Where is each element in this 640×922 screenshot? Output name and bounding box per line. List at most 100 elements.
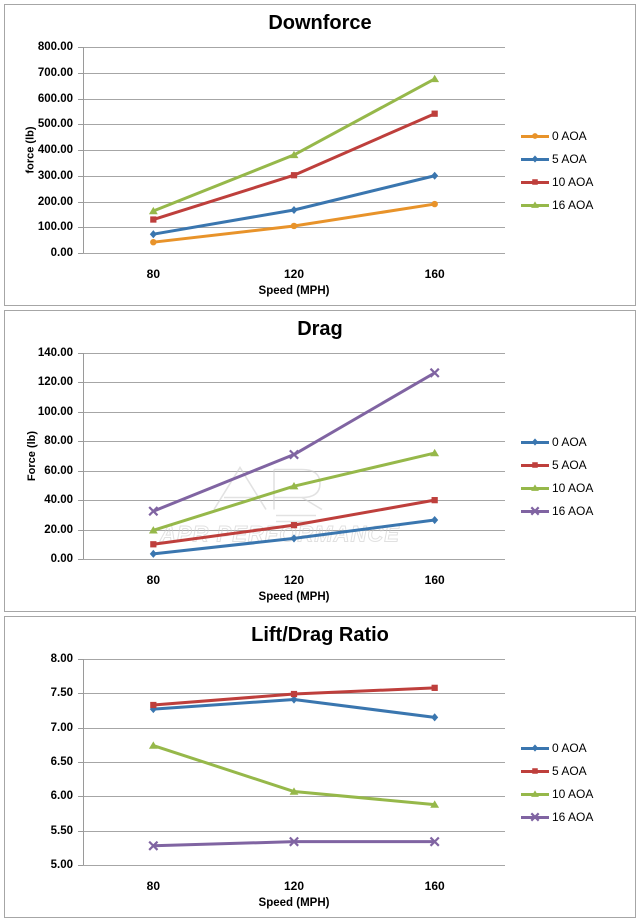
y-tick-mark (78, 201, 83, 203)
y-tick-mark (78, 227, 83, 229)
y-tick-mark (78, 762, 83, 763)
gridline (83, 150, 505, 151)
y-tick-mark (78, 253, 83, 254)
gridline (83, 72, 505, 74)
y-tick-mark (78, 727, 83, 729)
legend-item[interactable]: 16 AOA (521, 810, 593, 824)
gridline (83, 727, 505, 729)
y-tick-label: 0.00 (50, 247, 73, 259)
gridline (83, 762, 505, 763)
legend-label: 5 AOA (552, 764, 587, 779)
y-tick-mark (78, 659, 83, 660)
legend-label: 16 AOA (552, 504, 594, 519)
y-tick-label: 40.00 (44, 494, 73, 507)
legend-label: 10 AOA (552, 787, 594, 802)
legend-marker-icon (521, 810, 549, 824)
x-tick-label: 160 (424, 267, 445, 281)
chart-panel-drag: Drag Force (lb) 0.00 20.00 40.00 60.00 80.00 1… (4, 310, 636, 612)
y-tick-label: 400.00 (37, 144, 73, 156)
y-tick-label: 7.00 (50, 721, 73, 734)
y-tick-mark (78, 470, 83, 472)
series-layer (148, 74, 440, 246)
y-tick-label: 6.50 (50, 756, 73, 768)
chart-body-drag: Force (lb) 0.00 20.00 40.00 60.00 80.00 100.00… (5, 345, 635, 611)
series-16-aoa (148, 367, 440, 517)
y-tick-mark (78, 124, 83, 126)
legend-item[interactable]: 5 AOA (521, 764, 593, 778)
legend-item[interactable]: 16 AOA (521, 198, 593, 212)
gridline (83, 353, 505, 354)
legend: 0 AOA 5 AOA 10 AOA 16 AOA (521, 741, 593, 824)
legend-label: 0 AOA (552, 435, 587, 450)
legend-label: 16 AOA (552, 198, 594, 213)
legend-marker-icon (521, 175, 549, 189)
y-tick-label: 600.00 (37, 92, 73, 105)
y-tick-mark (78, 500, 83, 502)
y-tick-label: 5.50 (50, 824, 73, 837)
legend-label: 16 AOA (552, 810, 594, 825)
series-layer (148, 684, 440, 851)
gridline (83, 659, 505, 660)
gridline (83, 830, 505, 832)
series-0-aoa (149, 695, 439, 722)
y-tick-label: 300.00 (37, 169, 73, 182)
chart-panel-downforce: Downforce force (lb) 0.00 100.00 200.00 300.… (4, 4, 636, 306)
series-5-aoa (150, 684, 438, 709)
y-tick-label: 140.00 (37, 347, 73, 359)
chart-body-downforce: force (lb) 0.00 100.00 200.00 300.00 400.00 50… (5, 39, 635, 305)
series-10-aoa (148, 741, 440, 808)
chart-body-lift-drag-ratio: 5.00 5.50 6.00 6.50 7.00 7.50 8.00 80 120 160 Spee… (5, 651, 635, 917)
y-tick-label: 700.00 (37, 66, 73, 79)
legend-label: 0 AOA (552, 129, 587, 144)
y-tick-label: 8.00 (50, 653, 73, 665)
y-tick-label: 20.00 (44, 523, 73, 536)
y-axis-ticks: 0.00 100.00 200.00 300.00 400.00 500.00 600.00… (23, 39, 79, 305)
gridline (83, 382, 505, 384)
gridline (83, 559, 505, 560)
y-tick-mark (78, 559, 83, 560)
x-axis-title: Speed (MPH) (258, 285, 330, 297)
series-0-aoa (149, 515, 439, 558)
legend: 0 AOA 5 AOA 10 AOA 16 AOA (521, 435, 593, 518)
legend-item[interactable]: 10 AOA (521, 175, 593, 189)
legend-label: 0 AOA (552, 741, 587, 756)
y-tick-mark (78, 175, 83, 177)
legend-marker-icon (521, 741, 549, 755)
y-tick-label: 0.00 (50, 553, 73, 565)
plot-area-lift-drag-ratio: 5.00 5.50 6.00 6.50 7.00 7.50 8.00 80 120 160 Spee… (5, 651, 635, 917)
y-tick-label: 80.00 (44, 435, 73, 448)
gridline (83, 98, 505, 100)
legend-item[interactable]: 10 AOA (521, 787, 593, 801)
y-tick-mark (78, 796, 83, 798)
plot-area-drag: Force (lb) 0.00 20.00 40.00 60.00 80.00 100.00… (5, 345, 635, 611)
legend-marker-icon (521, 435, 549, 449)
series-10-aoa (148, 448, 440, 534)
chart-title-downforce: Downforce (268, 12, 372, 34)
chart-title-drag: Drag (297, 318, 343, 340)
y-tick-label: 60.00 (44, 464, 73, 477)
legend-item[interactable]: 5 AOA (521, 458, 593, 472)
x-axis-title: Speed (MPH) (258, 591, 330, 603)
gridline (83, 124, 505, 126)
legend-item[interactable]: 0 AOA (521, 435, 593, 449)
y-tick-mark (78, 47, 83, 48)
gridline (83, 411, 505, 413)
x-axis-title: Speed (MPH) (258, 897, 330, 909)
legend-item[interactable]: 16 AOA (521, 504, 593, 518)
x-tick-label: 160 (424, 573, 445, 587)
x-tick-label: 120 (283, 879, 305, 893)
y-tick-label: 800.00 (37, 41, 73, 53)
legend-item[interactable]: 10 AOA (521, 481, 593, 495)
x-tick-label: 80 (146, 267, 161, 281)
legend-item[interactable]: 0 AOA (521, 129, 593, 143)
y-tick-label: 120.00 (37, 376, 73, 389)
legend-label: 5 AOA (552, 458, 587, 473)
y-axis-ticks: 5.00 5.50 6.00 6.50 7.00 7.50 8.00 (23, 651, 79, 917)
x-tick-label: 120 (283, 573, 305, 587)
series-16-aoa (148, 836, 440, 851)
legend-marker-icon (521, 129, 549, 143)
y-tick-label: 5.00 (50, 859, 73, 871)
legend-item[interactable]: 0 AOA (521, 741, 593, 755)
legend-item[interactable]: 5 AOA (521, 152, 593, 166)
